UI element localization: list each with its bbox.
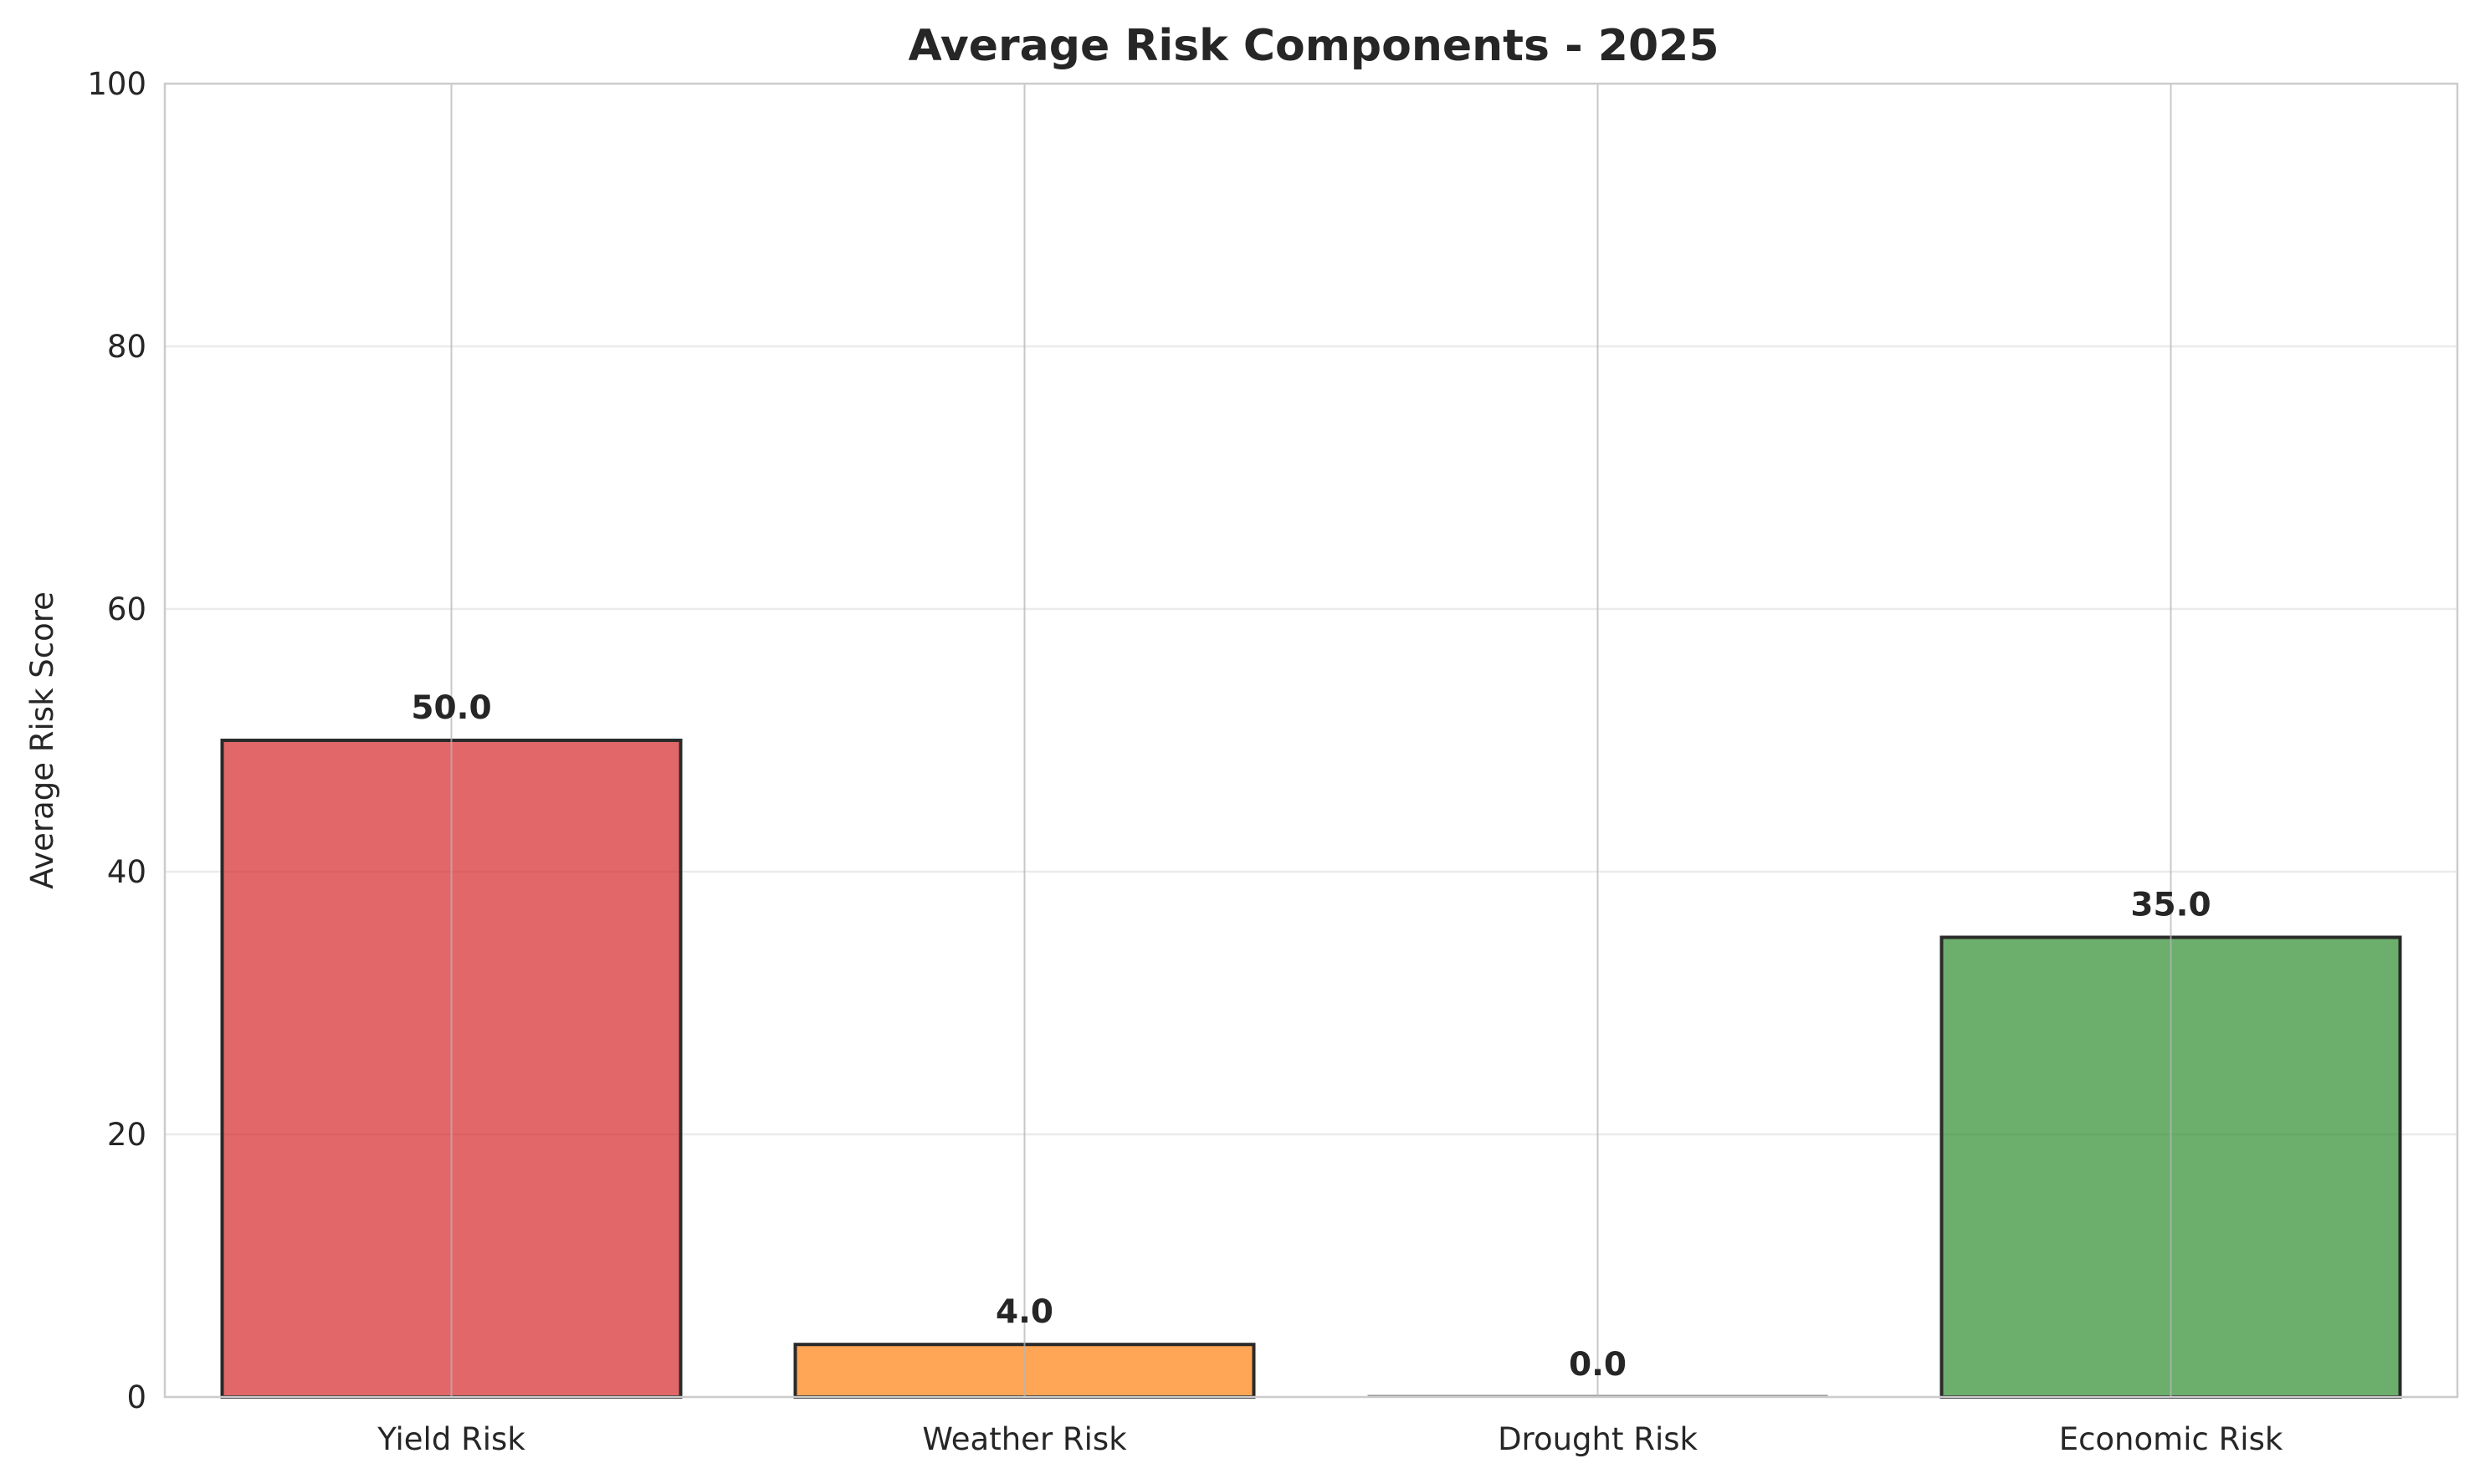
y-tick-label: 80 [107, 329, 146, 365]
x-tick-label: Weather Risk [922, 1421, 1127, 1457]
y-tick-label: 40 [107, 854, 146, 890]
data-label: 4.0 [996, 1293, 1053, 1331]
chart-title: Average Risk Components - 2025 [908, 21, 1719, 71]
vertical-grid-layer [450, 84, 2172, 1397]
data-label: 0.0 [1569, 1346, 1627, 1384]
y-tick-label: 0 [126, 1379, 146, 1415]
y-tick-label: 60 [107, 591, 146, 627]
y-tick-label: 100 [87, 66, 146, 102]
x-tick-label: Drought Risk [1498, 1421, 1698, 1457]
label-layer: 50.0 4.0 0.0 35.0 [411, 689, 2211, 1384]
x-tick-label: Yield Risk [377, 1421, 525, 1457]
x-tick-label: Economic Risk [2059, 1421, 2283, 1457]
y-tick-label: 20 [107, 1117, 146, 1153]
y-axis-label: Average Risk Score [24, 591, 60, 889]
data-label: 35.0 [2130, 887, 2211, 924]
plot-frame [163, 82, 2459, 1399]
tick-layer: 0 20 40 60 80 100 Yield Risk Weather Risk Drough… [87, 66, 2283, 1457]
data-label: 50.0 [411, 689, 491, 727]
